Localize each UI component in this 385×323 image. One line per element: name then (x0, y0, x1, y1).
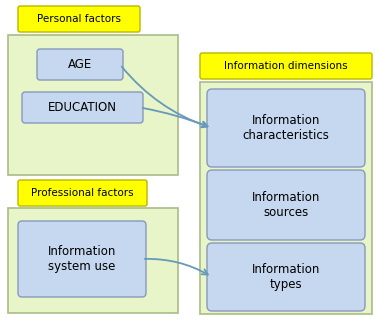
Text: Information
types: Information types (252, 263, 320, 291)
Bar (8, 208, 178, 313)
Text: Information
characteristics: Information characteristics (243, 114, 330, 142)
FancyBboxPatch shape (18, 221, 146, 297)
FancyBboxPatch shape (207, 89, 365, 167)
Text: AGE: AGE (68, 58, 92, 71)
Text: Professional factors: Professional factors (31, 188, 134, 198)
FancyBboxPatch shape (207, 170, 365, 240)
FancyBboxPatch shape (207, 243, 365, 311)
Text: EDUCATION: EDUCATION (48, 101, 117, 114)
Bar (8, 35, 178, 175)
FancyBboxPatch shape (18, 6, 140, 32)
FancyBboxPatch shape (18, 180, 147, 206)
Text: Information
system use: Information system use (48, 245, 116, 273)
FancyBboxPatch shape (200, 53, 372, 79)
FancyBboxPatch shape (37, 49, 123, 80)
Text: Information
sources: Information sources (252, 191, 320, 219)
Text: Information dimensions: Information dimensions (224, 61, 348, 71)
Bar (200, 82, 372, 314)
FancyBboxPatch shape (22, 92, 143, 123)
Text: Personal factors: Personal factors (37, 14, 121, 24)
